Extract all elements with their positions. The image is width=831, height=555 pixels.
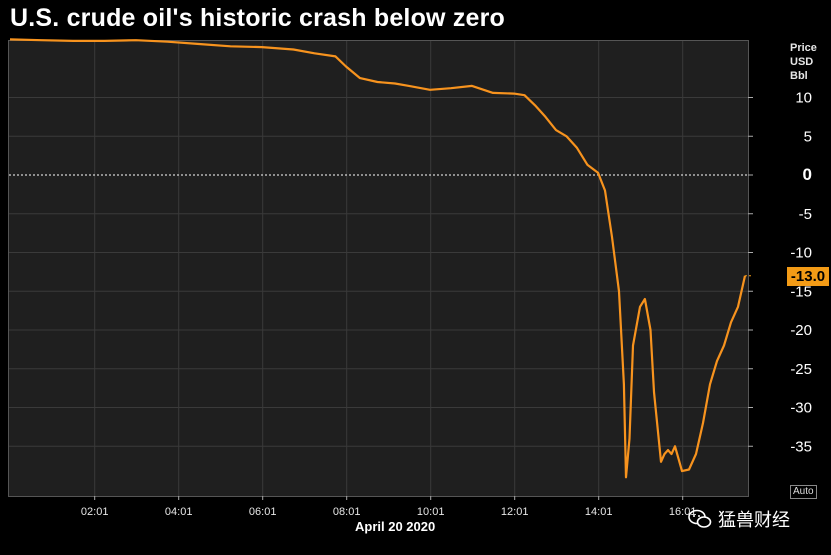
axis-unit-barrel: Bbl xyxy=(790,70,808,82)
x-tick-label: 14:01 xyxy=(585,506,613,518)
y-tick-label: 5 xyxy=(804,128,812,145)
axis-unit-price: Price xyxy=(790,42,817,54)
watermark: 猛兽财经 xyxy=(688,506,790,532)
x-tick-label: 08:01 xyxy=(333,506,361,518)
x-tick-label: 06:01 xyxy=(249,506,277,518)
x-tick-label: 02:01 xyxy=(81,506,109,518)
x-axis-date-label: April 20 2020 xyxy=(355,519,436,534)
price-series xyxy=(9,38,753,479)
y-tick-label: -35 xyxy=(790,438,812,455)
y-tick-label: 0 xyxy=(803,165,812,184)
last-value-badge: -13.0 xyxy=(787,267,829,286)
grid-lines xyxy=(9,41,748,496)
y-tick-label: 10 xyxy=(795,90,812,107)
watermark-text: 猛兽财经 xyxy=(718,510,790,530)
auto-scale-button[interactable]: Auto xyxy=(790,485,817,499)
y-tick-label: -30 xyxy=(790,400,812,417)
wechat-icon xyxy=(688,509,712,528)
y-axis-ticks: 10 5 0 -5 -10 -15 -20 -25 -30 -35 xyxy=(748,90,812,455)
y-tick-label: -10 xyxy=(790,245,812,262)
x-tick-label: 04:01 xyxy=(165,506,193,518)
y-tick-label: -5 xyxy=(799,206,812,223)
axis-unit-currency: USD xyxy=(790,56,814,68)
y-tick-label: -15 xyxy=(790,283,812,300)
y-tick-label: -20 xyxy=(790,322,812,339)
chart-title: U.S. crude oil's historic crash below ze… xyxy=(10,4,506,32)
x-tick-label: 12:01 xyxy=(501,506,529,518)
price-line xyxy=(9,38,747,479)
y-tick-label: -25 xyxy=(790,361,812,378)
x-tick-label: 10:01 xyxy=(417,506,445,518)
x-axis-ticks: 02:01 04:01 06:01 08:01 10:01 12:01 14:01 16:01 xyxy=(81,496,696,518)
